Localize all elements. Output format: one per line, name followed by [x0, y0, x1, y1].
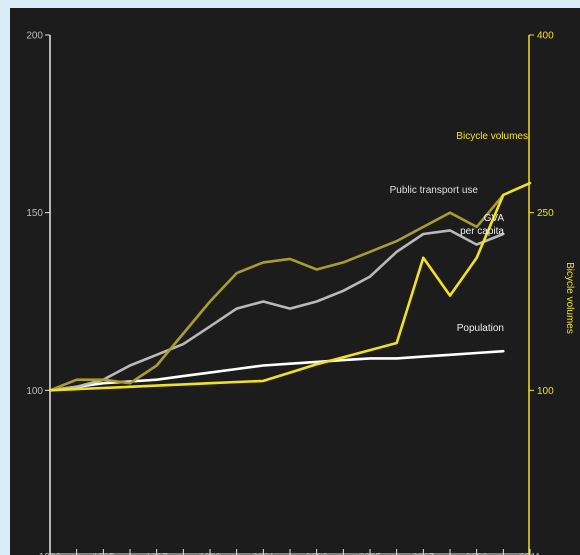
right-axis-tick-label: 250 — [537, 208, 554, 219]
chart-panel: 20015010050400250100-50Bicycle volumes19… — [10, 8, 580, 555]
x-axis-tick-label: 2007 — [412, 552, 435, 555]
axes-group: 20015010050400250100-50Bicycle volumes19… — [26, 31, 575, 555]
x-axis-tick-label: 1997 — [146, 552, 169, 555]
series-label-public-transport-use: Public transport use — [390, 185, 479, 196]
x-axis-tick-label: 1999 — [199, 552, 222, 555]
x-axis-tick-label: 1995 — [92, 552, 115, 555]
left-axis-tick-label: 150 — [26, 208, 43, 219]
series-line-bicycle-volumes — [48, 181, 532, 392]
right-axis-tick-label: 100 — [537, 386, 554, 397]
left-axis-tick-label: 100 — [26, 386, 43, 397]
x-axis-tick-label: 2011 — [519, 552, 541, 555]
series-label-population: Population — [457, 323, 504, 334]
series-labels-group: Bicycle volumes Public transport use GVA pe… — [390, 131, 528, 334]
series-label-gva-per-capita: GVA per capita — [460, 213, 504, 237]
right-axis-title: Bicycle volumes — [564, 262, 575, 334]
line-chart: 20015010050400250100-50Bicycle volumes19… — [26, 31, 575, 555]
right-axis-tick-label: 400 — [537, 31, 554, 42]
left-axis-tick-label: 200 — [26, 31, 43, 42]
x-axis-tick-label: 2009 — [466, 552, 489, 555]
series-label-bicycle-volumes: Bicycle volumes — [456, 131, 528, 142]
series-line-gva-per-capita — [48, 229, 505, 392]
x-axis-tick-label: 2003 — [306, 552, 329, 555]
series-lines-group — [48, 181, 532, 392]
x-axis-tick-label: 1993 — [39, 552, 62, 555]
x-axis-tick-label: 2005 — [359, 552, 382, 555]
series-line-public-transport-use — [48, 193, 505, 392]
